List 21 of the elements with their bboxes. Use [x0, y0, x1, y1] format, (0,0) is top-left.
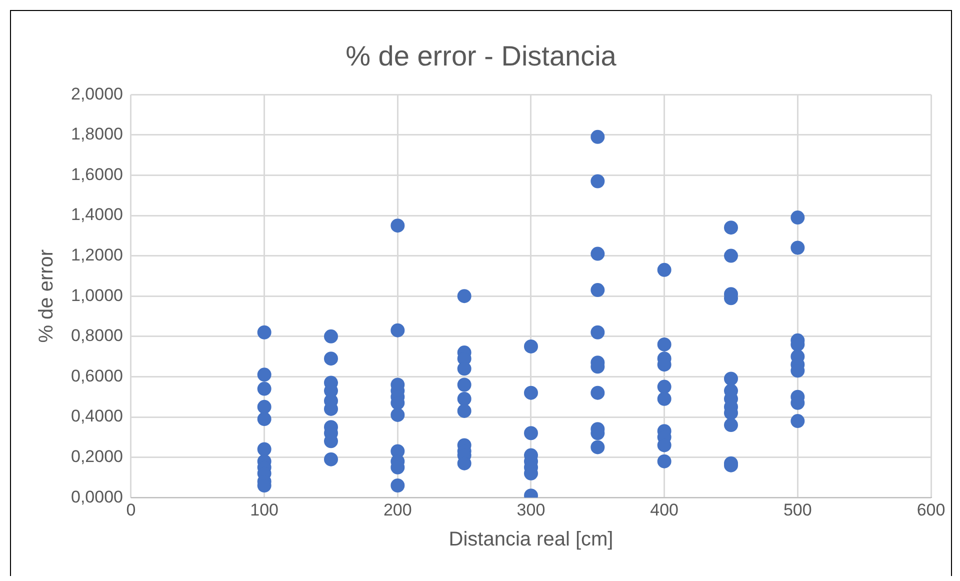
y-tick-label: 2,0000 [70, 84, 123, 104]
chart-title: % de error - Distancia [346, 40, 617, 72]
x-tick-label: 400 [650, 500, 679, 520]
y-axis-title: % de error [36, 249, 58, 343]
x-tick-label: 200 [383, 500, 412, 520]
y-tick-label: 0,0000 [70, 487, 123, 506]
x-tick-label: 500 [783, 500, 812, 520]
x-tick-label: 100 [250, 500, 279, 520]
y-tick-label: 1,2000 [70, 245, 123, 264]
y-tick-label: 1,0000 [70, 286, 123, 305]
x-tick-label: 0 [126, 500, 136, 520]
y-tick-label: 0,6000 [70, 366, 123, 386]
y-tick-label: 0,4000 [70, 406, 123, 426]
y-tick-label: 1,6000 [70, 164, 123, 184]
x-axis-title: Distancia real [cm] [448, 528, 614, 551]
y-tick-label: 0,2000 [70, 446, 123, 466]
x-tick-label: 600 [916, 500, 946, 520]
y-tick-label: 0,8000 [70, 326, 123, 346]
x-tick-label: 300 [516, 500, 546, 520]
y-tick-label: 1,4000 [70, 205, 123, 224]
y-tick-label: 1,8000 [70, 124, 123, 144]
